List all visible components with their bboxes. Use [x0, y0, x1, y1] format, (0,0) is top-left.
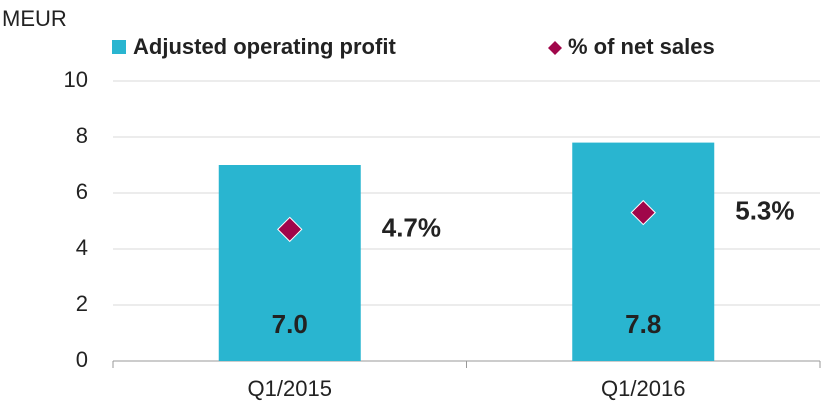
bar [218, 165, 361, 361]
marker-value-label: 5.3% [735, 195, 794, 225]
y-tick-label: 6 [76, 179, 88, 204]
legend-swatch [548, 41, 562, 55]
bar-value-label: 7.8 [625, 309, 661, 339]
bar [572, 142, 715, 361]
marker-value-label: 4.7% [382, 212, 441, 242]
y-tick-label: 4 [76, 235, 88, 260]
legend-swatch [112, 40, 126, 54]
marker [277, 216, 303, 243]
x-tick-label: Q1/2016 [601, 376, 685, 401]
y-tick-label: 8 [76, 123, 88, 148]
x-tick-label: Q1/2015 [248, 376, 332, 401]
marker [630, 199, 656, 226]
y-tick-label: 0 [76, 347, 88, 372]
bar-value-label: 7.0 [272, 309, 308, 339]
legend-label: Adjusted operating profit [133, 34, 396, 59]
y-axis-label: MEUR [2, 6, 67, 31]
legend-label: % of net sales [568, 34, 715, 59]
y-tick-label: 10 [64, 67, 88, 92]
y-tick-label: 2 [76, 291, 88, 316]
